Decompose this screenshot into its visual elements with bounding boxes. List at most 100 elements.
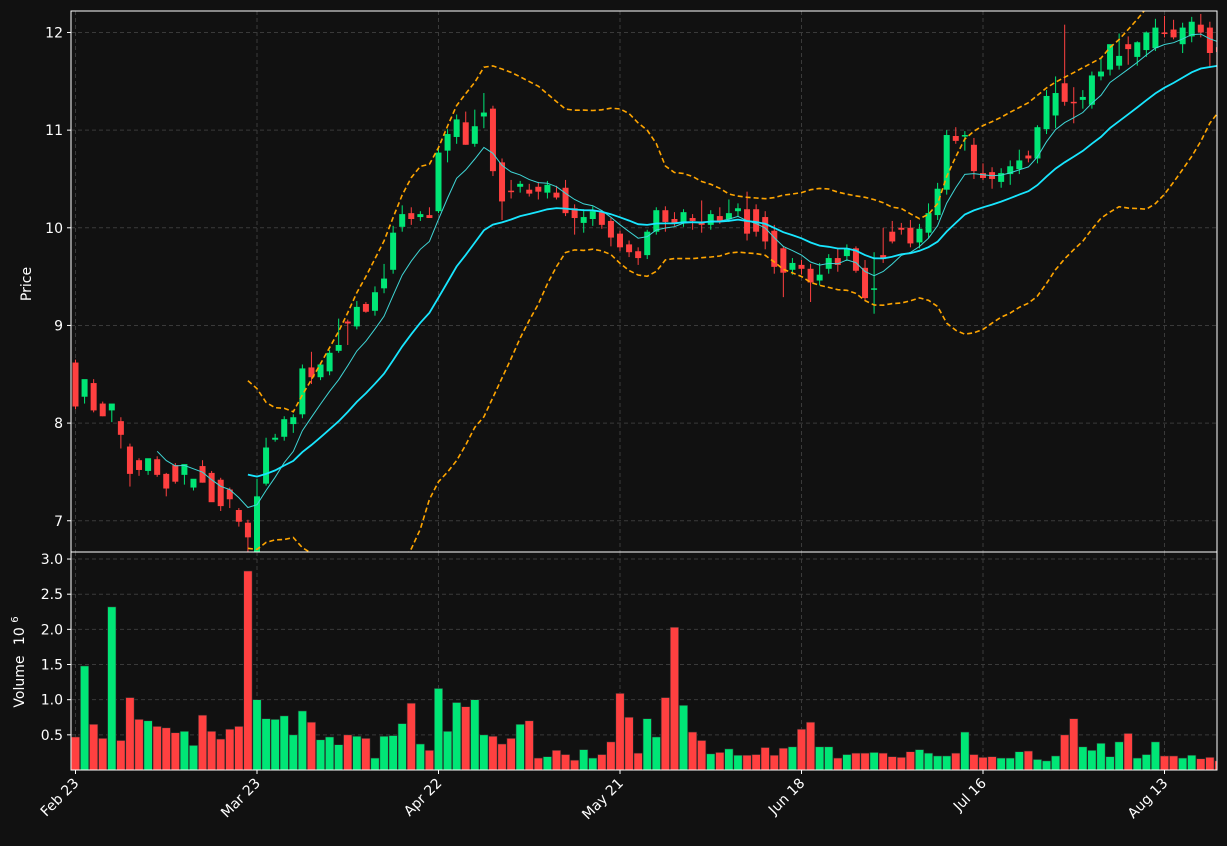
volume-bar	[1087, 750, 1097, 770]
volume-bar	[987, 756, 997, 770]
candle-body	[462, 122, 469, 145]
candle-body	[607, 220, 614, 238]
candle	[154, 456, 161, 477]
candle	[880, 227, 887, 263]
candle	[272, 433, 279, 442]
candle	[1188, 16, 1195, 43]
candle-body	[226, 489, 233, 500]
volume-bar	[905, 751, 915, 770]
ema-slow-line	[247, 64, 1217, 478]
candle-body	[571, 208, 578, 219]
volume-bar	[433, 688, 443, 770]
candle-body	[862, 267, 869, 299]
candle	[562, 179, 569, 217]
candle	[1079, 90, 1086, 109]
candle-body	[1061, 83, 1068, 102]
candle-body	[553, 192, 560, 198]
candle-body	[371, 292, 378, 311]
candle-body	[117, 421, 124, 435]
candle-body	[970, 144, 977, 172]
candle	[1025, 150, 1032, 163]
candle	[163, 472, 170, 497]
candle	[99, 401, 106, 417]
candle-body	[126, 446, 133, 474]
candle-body	[1052, 93, 1059, 116]
candle	[607, 218, 614, 247]
candle-body	[471, 126, 478, 144]
candle	[290, 414, 297, 433]
volume-bar	[443, 731, 453, 770]
candle-body	[598, 212, 605, 225]
volume-y-tick-label: 0.5	[41, 728, 63, 744]
candle-body	[1116, 55, 1123, 66]
candle	[426, 207, 433, 219]
volume-bar	[252, 699, 262, 770]
candle-body	[816, 274, 823, 281]
candle-body	[771, 230, 778, 267]
candle-body	[344, 321, 351, 324]
volume-bar	[688, 731, 698, 770]
candle-body	[444, 134, 451, 151]
candle	[871, 252, 878, 314]
candle	[281, 416, 288, 441]
candle-body	[317, 364, 324, 378]
candle	[934, 182, 941, 220]
candle	[172, 463, 179, 484]
volume-bar	[706, 753, 716, 770]
candle-body	[72, 362, 79, 407]
candle-body	[1152, 27, 1159, 49]
candle-body	[154, 459, 161, 475]
candle-body	[517, 183, 524, 187]
candle	[753, 204, 760, 237]
volume-bar	[542, 756, 552, 770]
volume-bar	[942, 755, 952, 770]
volume-bar	[470, 699, 480, 770]
volume-bar	[479, 734, 489, 770]
candle	[471, 109, 478, 147]
volume-bar	[515, 723, 525, 770]
candle-body	[499, 162, 506, 202]
volume-bar	[1114, 741, 1124, 770]
volume-bar	[978, 757, 988, 770]
volume-bar	[597, 754, 607, 770]
volume-bar	[98, 738, 108, 770]
volume-bar	[379, 735, 389, 770]
candle	[126, 443, 133, 487]
candle	[535, 181, 542, 200]
candle-body	[753, 209, 760, 232]
volume-bar	[806, 721, 816, 770]
price-plot-area	[72, 11, 1217, 552]
candle	[480, 93, 487, 129]
volume-bar	[497, 743, 507, 770]
candle	[943, 130, 950, 195]
candle	[662, 206, 669, 232]
price-panel: 7 8 9 10 11 12	[45, 10, 1218, 553]
candle	[381, 263, 388, 294]
candle	[1206, 21, 1213, 67]
volume-bars	[71, 570, 1217, 770]
candle	[1179, 22, 1186, 53]
candle-body	[1025, 155, 1032, 159]
volume-bar	[778, 747, 788, 770]
candle-body	[798, 264, 805, 269]
volume-bar	[588, 757, 598, 770]
candle	[136, 458, 143, 476]
candle-body	[689, 218, 696, 221]
volume-bar	[933, 755, 943, 770]
candle-body	[780, 248, 787, 273]
candle-body	[807, 268, 814, 283]
candle-body	[725, 213, 732, 220]
candle	[789, 258, 796, 275]
candle-body	[508, 190, 515, 193]
volume-bar	[1187, 754, 1197, 770]
volume-bar	[243, 570, 253, 770]
volume-bar	[996, 757, 1006, 770]
candle-body	[362, 303, 369, 312]
candle-body	[435, 152, 442, 212]
candle-body	[263, 447, 270, 484]
candle-body	[762, 217, 769, 242]
candle	[1061, 24, 1068, 106]
volume-bar	[1078, 746, 1088, 770]
volume-bar	[742, 754, 752, 770]
